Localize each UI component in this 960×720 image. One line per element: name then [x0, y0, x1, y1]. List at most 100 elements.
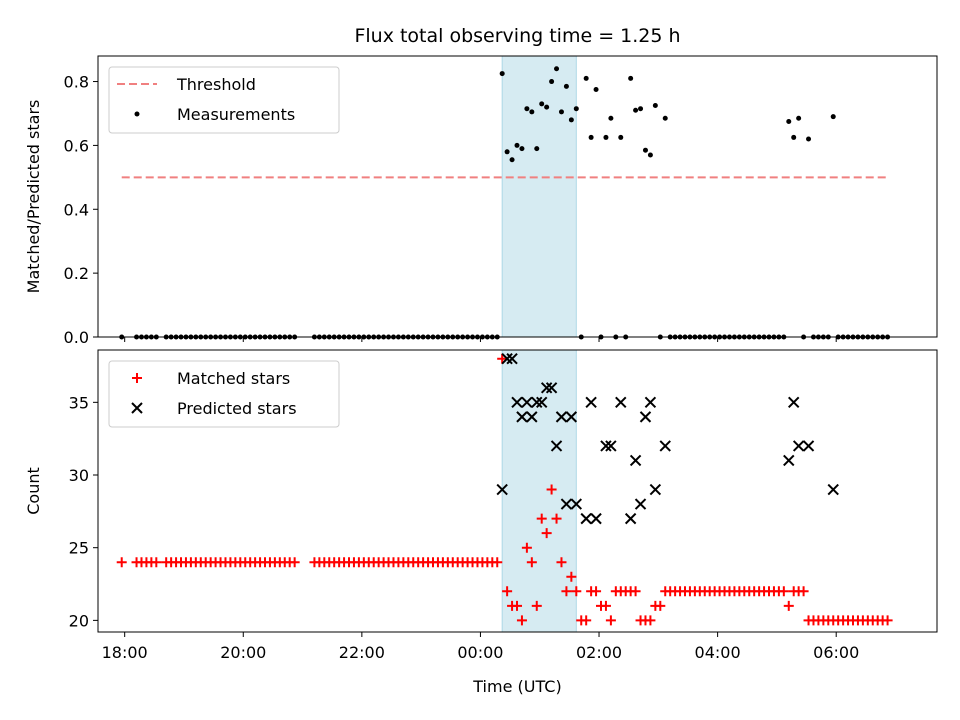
x-axis-label: Time (UTC)	[472, 677, 561, 696]
predicted-star-point	[639, 411, 652, 423]
measurement-point	[662, 115, 668, 121]
matched-star-point	[536, 513, 547, 524]
predicted-star-point	[600, 440, 612, 452]
axes-frame	[97, 55, 938, 338]
legend: Threshold Measurements	[108, 66, 340, 134]
matched-star-point	[546, 484, 557, 495]
matched-star-point	[882, 615, 893, 626]
measurement-point	[628, 75, 634, 81]
axes-frame	[97, 349, 938, 633]
matched-star-point	[497, 353, 508, 364]
legend-box	[108, 66, 340, 134]
predicted-star-point	[550, 440, 563, 452]
predicted-star-point	[605, 440, 617, 452]
legend-predicted-swatch	[131, 402, 143, 414]
predicted-star-point	[624, 512, 637, 525]
measurement-point	[638, 106, 644, 112]
matched-star-point	[798, 586, 809, 597]
measurement-point	[642, 147, 648, 153]
x-tick-label: 06:00	[813, 643, 859, 662]
matched-star-point	[116, 557, 127, 568]
y-tick-label: 0.6	[64, 136, 89, 155]
measurement-point	[529, 109, 535, 115]
bottom-panel: 20 25 30 35 18:00 20:00 22:00 00:00 02:00 04:00 06…	[24, 349, 938, 662]
measurement-point	[786, 118, 792, 124]
matched-star-point	[566, 571, 577, 582]
y-axis-label: Count	[24, 467, 43, 515]
matched-star-point	[630, 586, 641, 597]
measurement-point	[618, 134, 624, 140]
legend-label: Matched stars	[177, 369, 290, 388]
measurement-point	[806, 136, 812, 142]
y-tick-label: 25	[69, 539, 89, 558]
measurement-point	[499, 71, 505, 77]
measurement-point	[534, 146, 540, 152]
measurement-point	[524, 106, 530, 112]
matched-star-point	[516, 615, 527, 626]
measurement-point	[588, 134, 594, 140]
matched-star-point	[512, 600, 523, 611]
measurement-point	[830, 114, 836, 120]
y-tick-label: 35	[69, 393, 89, 412]
predicted-star-point	[580, 512, 592, 525]
y-tick-label: 0.2	[64, 264, 89, 283]
measurement-point	[558, 109, 564, 115]
legend: Matched stars Predicted stars	[108, 360, 340, 428]
x-tick-label: 18:00	[102, 643, 148, 662]
y-tick-label: 0.4	[64, 200, 89, 219]
predicted-star-point	[802, 440, 815, 452]
matched-star-point	[289, 557, 300, 568]
matched-star-point	[571, 586, 582, 597]
predicted-star-point	[526, 411, 538, 423]
predicted-star-point	[560, 498, 573, 510]
matched-star-point	[492, 557, 503, 568]
top-panel: 0.0 0.2 0.4 0.6 0.8 Matched/Predicted stars Th…	[24, 55, 938, 347]
measurement-point	[603, 134, 609, 140]
matched-star-point	[526, 557, 537, 568]
matched-star-point	[541, 528, 552, 539]
predicted-star-point	[531, 396, 543, 409]
predicted-star-point	[536, 396, 548, 409]
measurement-point	[549, 79, 555, 85]
matched-star-point	[591, 586, 602, 597]
matched-star-point	[600, 600, 611, 611]
matched-star-point	[521, 542, 532, 553]
predicted-star-point	[496, 483, 508, 496]
measurement-point	[593, 87, 599, 93]
chart-title: Flux total observing time = 1.25 h	[354, 25, 680, 47]
legend-box	[108, 360, 340, 428]
measurement-point	[544, 104, 550, 110]
matched-star-point	[783, 600, 794, 611]
measurement-point	[647, 152, 653, 158]
predicted-star-point	[649, 483, 662, 496]
predicted-star-point	[783, 454, 795, 467]
y-axis-label: Matched/Predicted stars	[24, 100, 43, 294]
predicted-star-point	[516, 411, 528, 423]
predicted-star-point	[555, 411, 568, 423]
matched-star-point	[645, 615, 656, 626]
matched-star-point	[605, 615, 616, 626]
measurement-point	[568, 117, 574, 123]
matched-star-point	[581, 615, 592, 626]
measurement-point	[563, 83, 569, 89]
predicted-star-point	[540, 382, 553, 394]
measurement-point	[509, 157, 515, 163]
predicted-star-point	[590, 512, 602, 525]
measurement-point	[554, 66, 560, 72]
predicted-star-point	[644, 396, 657, 409]
predicted-star-point	[585, 396, 597, 409]
legend-label: Threshold	[176, 75, 256, 94]
observing-window-shade	[501, 349, 577, 633]
y-tick-label: 0.8	[64, 73, 89, 92]
x-tick-label: 22:00	[339, 643, 385, 662]
legend-measurement-swatch	[134, 111, 140, 117]
observing-window-shade	[501, 55, 577, 338]
predicted-star-point	[615, 396, 627, 409]
y-tick-label: 20	[69, 611, 89, 630]
measurement-point	[633, 107, 639, 113]
measurement-point	[519, 146, 525, 152]
matched-star-point	[551, 513, 562, 524]
predicted-star-point	[545, 382, 558, 394]
predicted-star-point	[788, 396, 800, 409]
matched-star-point	[778, 586, 789, 597]
